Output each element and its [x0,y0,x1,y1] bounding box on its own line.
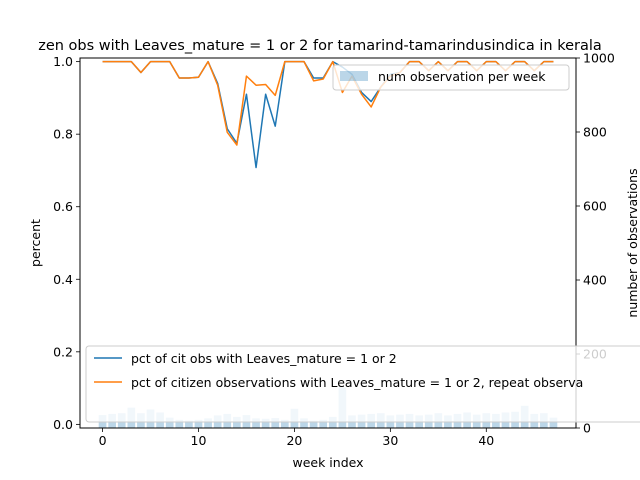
legend-upper-box [332,64,570,91]
y-tick-label: 0.2 [53,344,73,359]
y-tick-label: 0.0 [53,417,73,432]
y2-tick-label: 800 [583,125,607,140]
bar-num-observations [271,418,280,428]
bar-num-observations [280,419,289,428]
bar-num-observations [309,420,318,428]
y2-tick-label: 0 [583,421,591,436]
legend-upper: num observation per week [332,64,570,91]
legend-lower: pct of cit obs with Leaves_mature = 1 or… [85,345,640,423]
bar-num-observations [252,418,260,428]
y-tick-label: 0.4 [53,272,73,287]
y-tick-label: 0.6 [53,199,73,214]
legend-label-series-2: pct of citizen observations with Leaves_… [131,375,583,390]
x-tick-label: 30 [382,433,398,448]
bar-num-observations [165,417,174,428]
bar-num-observations [194,419,203,428]
y2-axis-label: number of observations [625,168,640,317]
legend-bar-label: num observation per week [378,69,546,84]
chart-title: zen obs with Leaves_mature = 1 or 2 for … [38,38,602,54]
bar-num-observations [319,419,328,428]
x-tick-label: 40 [478,433,494,448]
x-tick-label: 0 [99,433,107,448]
y2-tick-label: 600 [583,199,607,214]
y-axis-left: 0.0 0.2 0.4 0.6 0.8 1.0 [53,54,80,432]
legend-lower-box [85,345,640,423]
y2-tick-label: 1000 [583,51,615,66]
bar-num-observations [261,418,270,428]
bar-num-observations [185,420,193,428]
plot-frame [79,57,577,429]
x-tick-label: 10 [191,433,207,448]
y-tick-label: 0.8 [53,127,73,142]
bar-num-observations [204,418,212,428]
legend-bar-swatch [340,71,368,81]
y-axis-label: percent [28,219,43,267]
y-tick-label: 1.0 [53,54,73,69]
x-tick-label: 20 [286,433,302,448]
x-axis: 0 10 20 30 40 [99,428,494,448]
bar-num-observations [175,419,184,428]
bar-num-observations [549,417,558,428]
legend-label-series-1: pct of cit obs with Leaves_mature = 1 or… [131,351,397,366]
y2-tick-label: 400 [583,273,607,288]
bar-num-observations [300,418,308,428]
x-axis-label: week index [292,455,363,470]
